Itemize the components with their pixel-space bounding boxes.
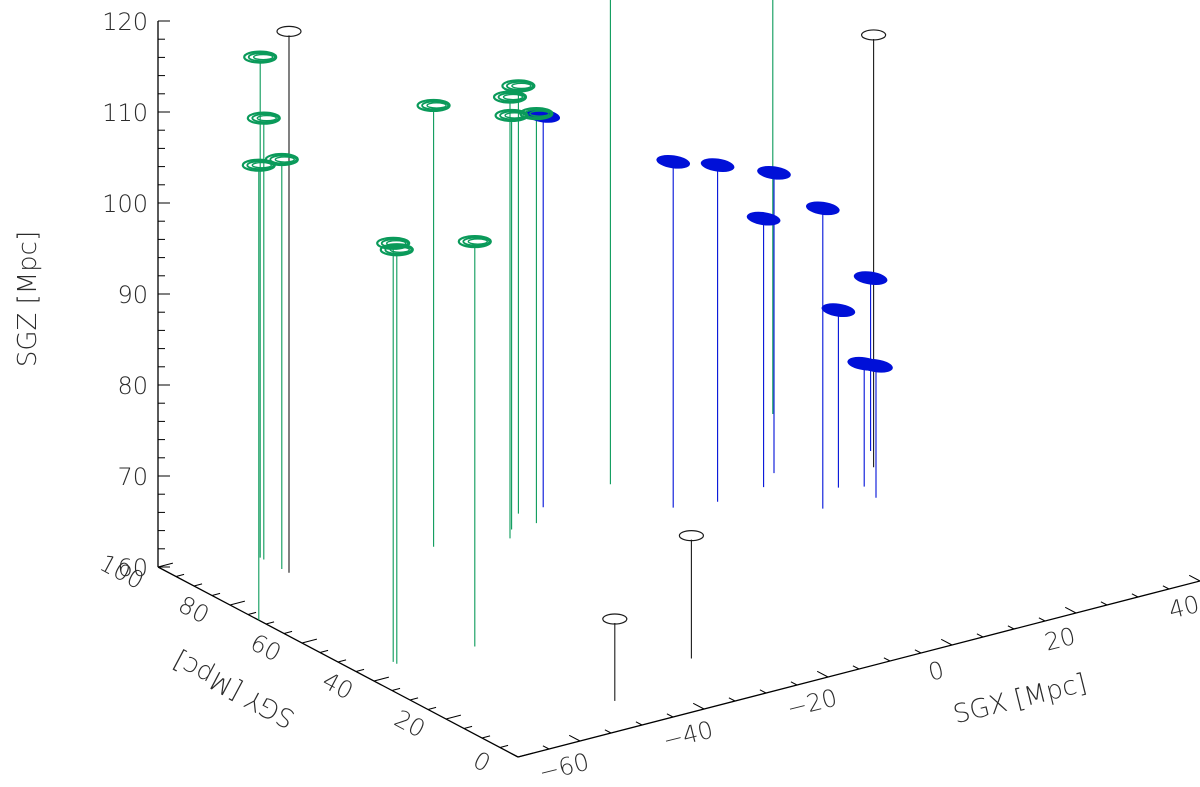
sgz-tick-label: 70 [117,463,148,491]
galaxy-marker-filled [821,303,856,318]
sgy-minor-tick [319,649,329,653]
sgz-tick-label: 80 [117,372,148,400]
sgz-tick-label: 120 [102,8,148,36]
sgx-tick-label: 20 [1042,622,1078,657]
sgx-minor-tick [666,713,674,718]
galaxy-marker-open [678,530,705,542]
galaxy-marker-open [860,29,887,41]
sgx-minor-tick [759,689,767,694]
sgx-minor-tick [635,721,643,726]
sgx-minor-tick [1131,593,1139,598]
sgx-tick-label: −20 [784,684,840,723]
sgy-major-tick [229,600,246,606]
sgy-major-tick [445,714,462,720]
sgy-major-tick [301,638,318,644]
galaxy-marker-open [276,25,302,37]
galaxy-marker-spiral [246,111,281,125]
sgy-minor-tick [283,630,293,634]
sgx-tick-label: 40 [1166,590,1200,625]
galaxy-marker-spiral [501,79,536,93]
galaxy-marker-open [602,613,628,625]
galaxy-markers [241,25,893,625]
sgx-major-tick [1064,606,1077,614]
sgx-major-tick [940,638,953,646]
sgx-minor-tick [511,753,519,758]
sgx-major-tick [1188,574,1200,582]
sgy-minor-tick [265,621,275,625]
sgz-tick-label: 60 [117,554,148,582]
sgz-tick-label: 110 [102,99,148,127]
sgy-minor-tick [409,697,419,701]
axes: −60−40−200204060020406080100607080901001… [13,8,1200,787]
sgy-major-tick [517,752,534,758]
sgy-minor-tick [427,706,437,710]
galaxy-marker-spiral [243,50,278,64]
sgx-minor-tick [1007,625,1015,630]
sgy-minor-tick [463,725,473,729]
sgz-axis-title: SGZ [Mpc] [13,231,43,367]
sgy-minor-tick [355,668,365,672]
sgy-minor-tick [391,687,401,691]
sgx-axis-line [517,580,1200,758]
galaxy-marker-spiral [416,98,451,113]
sgy-minor-tick [193,583,203,587]
galaxy-marker-spiral [492,90,528,104]
galaxy-marker-filled [859,358,893,373]
sgy-minor-tick [211,592,221,596]
drop-lines [258,0,877,701]
sgx-minor-tick [914,649,922,654]
sgy-tick-label: 40 [318,666,358,705]
sgy-minor-tick [247,611,257,615]
sgy-tick-label: 60 [246,628,286,667]
sgx-tick-label: 0 [925,656,947,687]
sgx-minor-tick [728,697,736,702]
galaxy-marker-filled [757,165,791,180]
sgx-minor-tick [604,729,612,734]
sgy-tick-label: 0 [468,746,495,778]
sgx-major-tick [816,670,829,678]
sgx-minor-tick [1162,585,1170,590]
sgy-tick-label: 80 [174,590,214,629]
galaxy-marker-filled [656,154,691,169]
sgx-minor-tick [1100,601,1108,606]
sgx-tick-label: −60 [536,748,592,787]
galaxy-marker-filled [746,211,781,226]
sgx-minor-tick [976,633,984,638]
sgx-axis-title: SGX [Mpc] [950,668,1089,730]
sgx-minor-tick [883,657,891,662]
galaxy-marker-filled [700,158,735,172]
sgy-major-tick [157,562,174,568]
galaxy-marker-filled [853,271,888,285]
sgy-minor-tick [481,735,491,739]
galaxy-marker-spiral [241,158,276,172]
sgx-minor-tick [1038,617,1046,622]
galaxy-marker-filled [805,201,840,216]
sgy-tick-label: 20 [390,704,430,743]
sgy-minor-tick [499,744,509,748]
sgx-major-tick [692,702,705,710]
sgx-tick-label: −40 [660,716,716,755]
sgy-axis-title: SGY [Mpc] [168,645,300,734]
sgz-tick-label: 100 [102,190,148,218]
sgy-minor-tick [175,573,185,577]
galaxy-marker-spiral [457,234,492,249]
sgx-minor-tick [852,665,860,670]
sgy-minor-tick [337,659,347,663]
sgx-major-tick [568,734,581,742]
sgx-minor-tick [790,681,798,686]
sgz-tick-label: 90 [117,281,148,309]
sgx-minor-tick [542,745,550,750]
sgy-major-tick [373,676,390,682]
